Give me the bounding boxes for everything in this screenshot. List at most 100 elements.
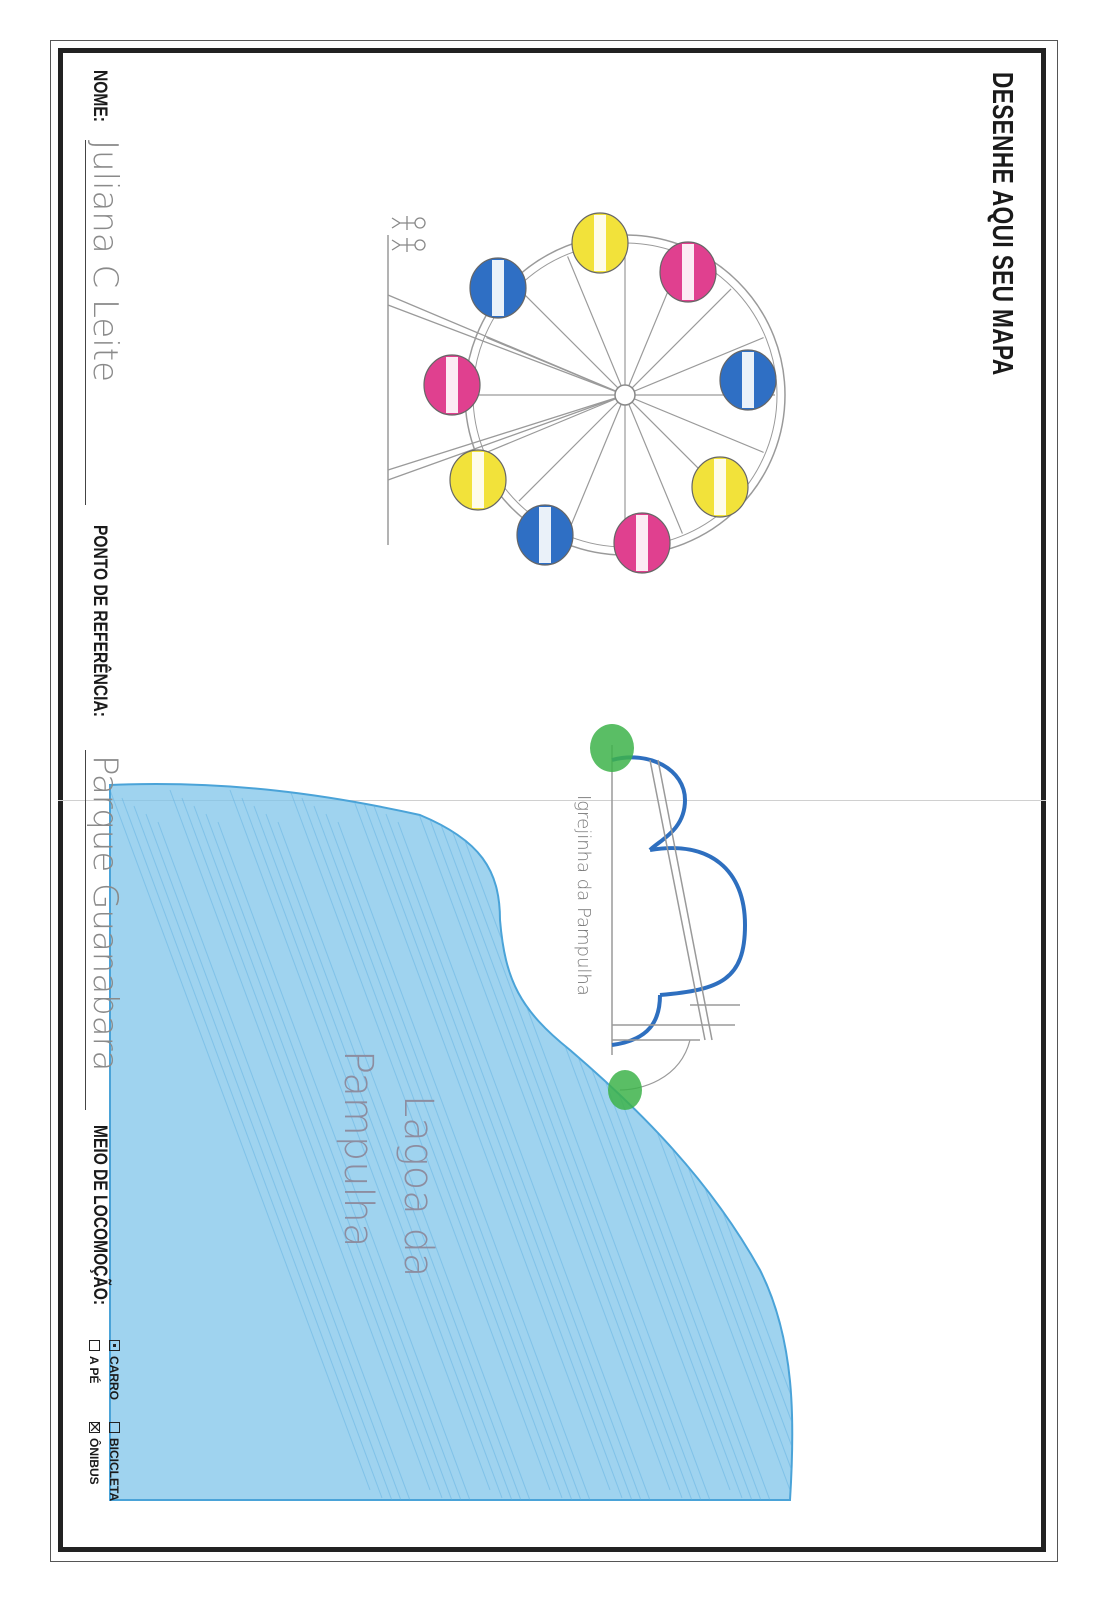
spoke	[567, 394, 626, 534]
hatch-stroke	[349, 789, 611, 1491]
tree-top	[590, 724, 634, 772]
transport-options: CARRO BICICLETA A PÉ ÔNIBUS	[82, 1340, 122, 1530]
page-title: DESENHE AQUI SEU MAPA	[986, 72, 1018, 376]
hatch-stroke	[157, 821, 419, 1500]
gondola-window	[714, 459, 726, 515]
hatch-stroke	[265, 813, 527, 1500]
option-bicicleta-label: BICICLETA	[107, 1438, 121, 1502]
spoke	[624, 394, 764, 453]
gondola	[659, 241, 717, 303]
option-onibus-label: ÔNIBUS	[87, 1438, 101, 1485]
ferris-wheel-leg-3	[387, 394, 626, 471]
gondola	[469, 257, 527, 319]
gondola-window	[594, 215, 606, 271]
gondola	[423, 354, 481, 416]
gondola-window	[492, 260, 504, 316]
hatch-stroke	[241, 797, 503, 1499]
hatch-stroke	[169, 789, 431, 1491]
gondola	[719, 349, 777, 411]
checkbox-onibus[interactable]	[89, 1422, 100, 1433]
checkbox-carro[interactable]	[109, 1340, 120, 1351]
spoke	[518, 288, 626, 396]
reference-label: PONTO DE REFERÊNCIA:	[89, 525, 110, 717]
church-arch-1	[611, 755, 688, 852]
hatch-stroke	[313, 805, 575, 1500]
church-drawing: Igrejinha da Pampulha	[573, 724, 748, 1110]
hatch-stroke	[277, 821, 539, 1500]
ferris-wheel-hub	[614, 384, 636, 406]
church-tower-line-1	[649, 759, 706, 1041]
hatch-stroke	[217, 821, 479, 1500]
hatch-stroke	[433, 805, 695, 1500]
gondola	[516, 504, 574, 566]
gondola	[691, 456, 749, 518]
spoke	[486, 337, 626, 396]
ferris-wheel-drawing	[387, 212, 786, 574]
ferris-wheel-leg-2	[387, 304, 626, 396]
hatch-stroke	[110, 789, 371, 1491]
church-arch-3	[611, 994, 662, 1047]
gondola-window	[636, 515, 648, 571]
lake-area	[109, 783, 794, 1501]
hatch-stroke	[133, 805, 395, 1500]
ferris-wheel-gondolas	[423, 212, 777, 574]
gondola-window	[539, 507, 551, 563]
transport-label: MEIO DE LOCOMOÇÃO:	[89, 1125, 110, 1306]
checkbox-bicicleta[interactable]	[109, 1422, 120, 1433]
checkbox-x-icon	[91, 1423, 99, 1431]
hatch-stroke	[193, 805, 455, 1500]
spoke	[624, 394, 683, 534]
gondola-window	[682, 244, 694, 300]
lake-caption-line1: Lagoa da	[395, 1095, 441, 1277]
hatch-stroke	[253, 805, 515, 1500]
name-label: NOME:	[89, 70, 110, 122]
gondola	[449, 449, 507, 511]
hatch-stroke	[373, 805, 635, 1500]
hatch-stroke	[181, 797, 443, 1499]
reference-underline	[85, 750, 86, 1110]
ferris-wheel-leg-4	[387, 394, 626, 481]
hatch-stroke	[205, 813, 467, 1500]
spoke	[518, 394, 626, 502]
gondola-window	[742, 352, 754, 408]
checkbox-a-pe[interactable]	[89, 1340, 100, 1351]
hatch-stroke	[385, 813, 647, 1500]
hatch-stroke	[361, 797, 623, 1499]
hatch-stroke	[289, 789, 551, 1491]
hatch-stroke	[145, 813, 407, 1500]
hatch-stroke	[121, 797, 383, 1499]
hatch-stroke	[445, 813, 707, 1500]
hatch-stroke	[818, 822, 1078, 1522]
hatch-stroke	[229, 789, 491, 1491]
lake-caption-line2: Pampulha	[335, 1050, 381, 1248]
hatch-stroke	[409, 789, 671, 1491]
hatch-stroke	[301, 797, 563, 1499]
gondola-window	[446, 357, 458, 413]
spoke	[624, 337, 764, 396]
church-caption: Igrejinha da Pampulha	[573, 795, 594, 996]
spoke	[624, 288, 732, 396]
stick-figures	[391, 216, 426, 252]
option-carro-label: CARRO	[107, 1356, 121, 1400]
tree-bottom	[608, 1070, 642, 1110]
gondola-window	[472, 452, 484, 508]
spoke	[567, 256, 626, 396]
hatch-stroke	[794, 806, 1054, 1506]
outer-border	[50, 40, 1058, 1562]
gondola	[613, 512, 671, 574]
option-a-pe-label: A PÉ	[87, 1356, 101, 1384]
hatch-stroke	[769, 789, 793, 1491]
church-arch-2	[649, 846, 748, 997]
hatch-stroke	[397, 821, 659, 1500]
church-tower-line-2	[657, 759, 713, 1041]
hatch-stroke	[457, 821, 719, 1500]
spoke	[486, 394, 626, 453]
hatch-stroke	[781, 797, 793, 1499]
hatch-stroke	[757, 821, 793, 1500]
reference-value: Parque Guanabara	[85, 755, 125, 1072]
name-value: Juliana C Leite	[85, 140, 125, 383]
name-underline	[85, 140, 86, 505]
hatch-stroke	[806, 814, 1066, 1514]
